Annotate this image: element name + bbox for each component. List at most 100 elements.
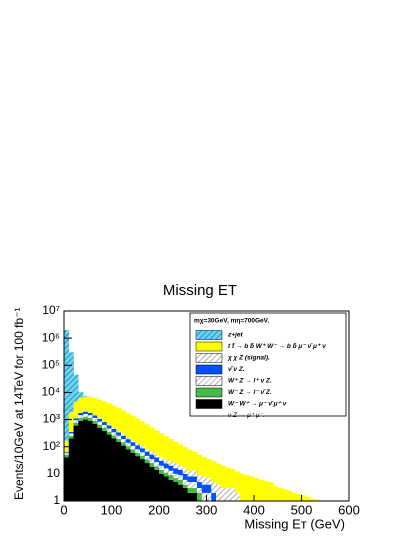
histogram-bar xyxy=(140,459,146,501)
histogram-bar xyxy=(206,478,212,485)
histogram-bar xyxy=(211,461,217,483)
histogram-bar xyxy=(149,466,155,501)
histogram-bar xyxy=(111,428,117,429)
histogram-bar xyxy=(106,428,112,432)
histogram-bar xyxy=(78,392,84,398)
histogram-bar xyxy=(144,424,150,450)
histogram-bar xyxy=(106,403,112,425)
histogram-bar xyxy=(239,473,245,501)
histogram-bar xyxy=(83,419,89,501)
histogram-bar xyxy=(159,433,165,458)
histogram-bar xyxy=(187,492,193,501)
histogram-bar xyxy=(102,427,108,431)
histogram-bar xyxy=(92,398,98,415)
y-tick-label: 10 xyxy=(47,466,61,480)
histogram-bar xyxy=(187,449,193,471)
histogram-bar xyxy=(168,470,174,476)
histogram-bar xyxy=(163,476,169,501)
histogram-bar xyxy=(173,478,179,483)
histogram-bar xyxy=(216,463,222,485)
histogram-bar xyxy=(159,460,165,466)
legend-swatch xyxy=(195,376,223,386)
histogram-bar xyxy=(135,456,141,501)
histogram-bar xyxy=(201,492,207,501)
histogram-bar xyxy=(106,431,112,435)
histogram-bar xyxy=(292,492,298,501)
y-axis-label: Events/10GeV at 14TeV for 100 fb⁻¹ xyxy=(12,308,26,500)
histogram-bar xyxy=(268,501,273,506)
histogram-bar xyxy=(92,417,98,421)
x-tick-label: 400 xyxy=(243,502,265,517)
histogram-bar xyxy=(230,469,236,489)
histogram-bar xyxy=(321,501,326,506)
histogram-bar xyxy=(296,494,302,501)
histogram-bar xyxy=(135,445,141,450)
histogram-bar xyxy=(330,504,335,506)
histogram-bar xyxy=(135,449,141,453)
histogram-bar xyxy=(173,473,179,479)
histogram-bar xyxy=(211,492,217,501)
histogram-bar xyxy=(73,401,79,419)
y-tick-label: 10⁵ xyxy=(42,357,60,371)
histogram-bar xyxy=(102,421,108,423)
histogram-bar xyxy=(325,501,330,506)
histogram-bar xyxy=(125,413,131,438)
histogram-bar xyxy=(130,440,136,443)
histogram-bar xyxy=(111,438,117,501)
y-tick-label: 10² xyxy=(43,439,60,453)
histogram-bar xyxy=(121,445,127,501)
histogram-bar xyxy=(178,475,184,480)
histogram-bar xyxy=(235,471,241,493)
histogram-bar xyxy=(68,433,74,436)
histogram-bar xyxy=(78,415,84,418)
histogram-bar xyxy=(97,399,103,419)
histogram-bar xyxy=(220,488,226,501)
histogram-bar xyxy=(116,435,122,439)
legend-box xyxy=(189,312,347,417)
histogram-bar xyxy=(168,465,174,471)
histogram-bar xyxy=(97,421,103,425)
histogram-bar xyxy=(173,463,179,469)
histogram-bar xyxy=(125,437,131,440)
histogram-bar xyxy=(154,466,160,470)
histogram-bar xyxy=(125,442,131,447)
y-tick-label: 10⁷ xyxy=(42,303,60,317)
legend-label: z+jet xyxy=(227,332,243,339)
histogram-bar xyxy=(73,425,79,501)
histogram-bar xyxy=(206,484,212,493)
histogram-bar xyxy=(163,463,169,469)
histogram-bar xyxy=(102,425,108,428)
histogram-bar xyxy=(163,436,169,460)
histogram-bar xyxy=(106,425,112,429)
y-tick-label: 10³ xyxy=(43,412,60,426)
histogram-bar xyxy=(149,427,155,452)
histogram-bar xyxy=(168,438,174,462)
histogram-bar xyxy=(68,352,74,413)
legend-swatch xyxy=(195,399,223,409)
histogram-bar xyxy=(140,455,146,460)
histogram-bar xyxy=(121,442,127,446)
histogram-bar xyxy=(102,401,108,422)
x-tick-label: 600 xyxy=(338,502,360,517)
histogram-bar xyxy=(178,465,184,470)
histogram-bar xyxy=(64,452,70,455)
legend-swatch xyxy=(195,353,223,363)
x-tick-label: 300 xyxy=(196,502,218,517)
histogram-bar xyxy=(173,441,179,464)
histogram-bar xyxy=(226,501,231,506)
histogram-bar xyxy=(315,499,321,501)
histogram-bar xyxy=(154,454,160,458)
histogram-bar xyxy=(87,412,93,416)
histogram-bar xyxy=(130,452,136,501)
legend-label: ν̄ ν Z. xyxy=(228,365,245,373)
histogram-bar xyxy=(144,459,150,464)
histogram-bar xyxy=(116,407,122,432)
histogram-bar xyxy=(102,430,108,501)
histogram-bar xyxy=(182,447,188,469)
histogram-bar xyxy=(182,473,188,480)
histogram-bar xyxy=(268,482,274,501)
histogram-bar xyxy=(182,484,188,489)
histogram-bar xyxy=(197,492,203,501)
histogram-bar xyxy=(140,448,146,453)
legend-header: mχ=30GeV, mη=700GeV. xyxy=(194,318,269,325)
